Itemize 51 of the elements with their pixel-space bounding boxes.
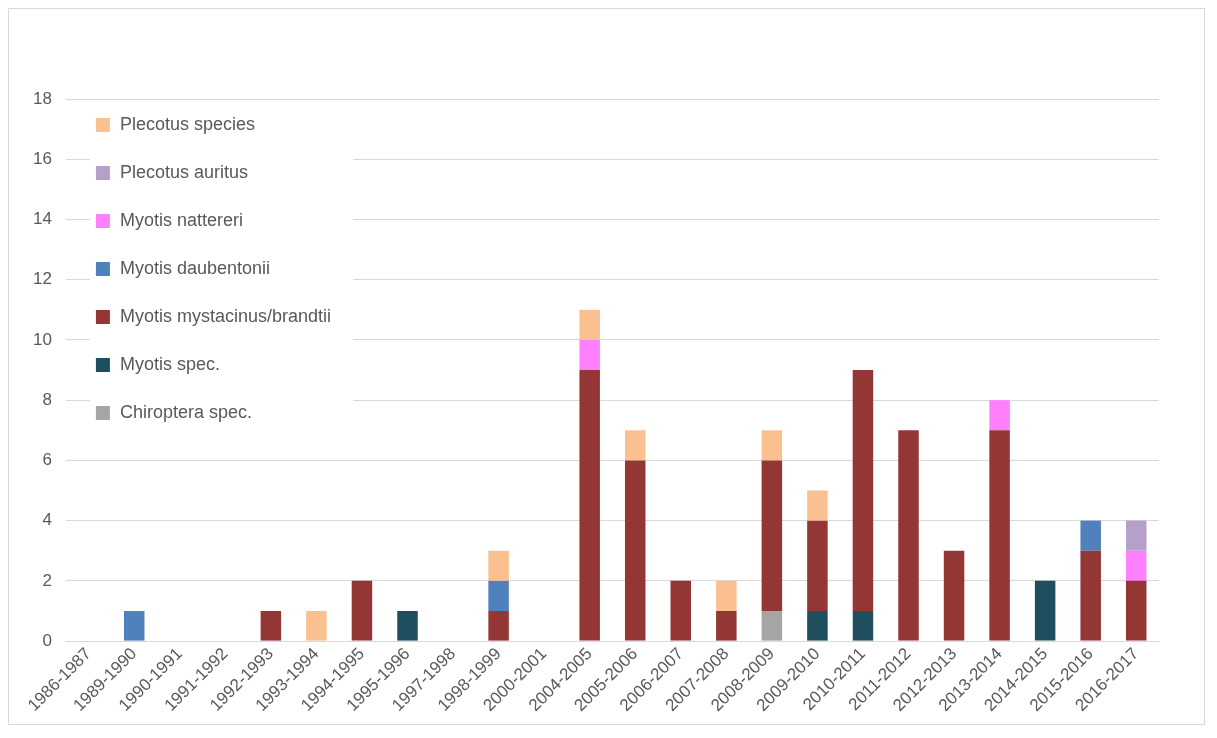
bar [670,580,692,641]
y-tick-label: 14 [32,209,52,229]
bar [989,400,1010,431]
bar [351,580,373,641]
y-tick-label: 16 [32,148,52,168]
bar [852,610,874,641]
bar [1034,580,1056,641]
bar [1125,520,1147,551]
bar [807,490,828,521]
y-tick-label: 12 [32,269,52,289]
legend-label: Plecotus auritus [119,161,248,182]
legend-label: Myotis nattereri [119,209,243,230]
bar [1080,550,1101,641]
bar [123,610,145,641]
bar [807,520,828,611]
bar [943,550,965,641]
bar [852,370,874,611]
bar [1080,520,1101,551]
bar [716,580,737,611]
y-tick-label: 6 [42,450,52,470]
bar [260,610,282,641]
bar [761,610,783,641]
bar [761,460,783,611]
bar [624,430,646,461]
y-tick-label: 2 [42,570,52,590]
bar [488,550,509,581]
bar [579,309,600,340]
bar [989,430,1010,641]
bar [397,610,418,641]
y-tick-label: 8 [42,389,52,409]
bar [716,610,737,641]
y-tick-label: 10 [32,329,52,349]
bar [579,339,600,371]
bar [807,610,828,641]
bar [898,430,919,641]
bar [1125,550,1147,581]
legend-label: Myotis mystacinus/brandtii [119,305,331,326]
bar [488,580,509,611]
y-tick-label: 18 [32,88,52,108]
bar [488,610,509,641]
bar [306,610,327,641]
bar [1125,580,1147,641]
bar [761,430,783,461]
y-tick-label: 4 [42,510,52,530]
bar [579,370,600,641]
legend-label: Plecotus species [119,113,255,134]
legend-label: Myotis daubentonii [119,257,270,278]
legend-label: Myotis spec. [119,353,220,374]
bar [624,460,646,641]
legend-label: Chiroptera spec. [119,401,252,422]
y-tick-label: 0 [42,630,52,650]
